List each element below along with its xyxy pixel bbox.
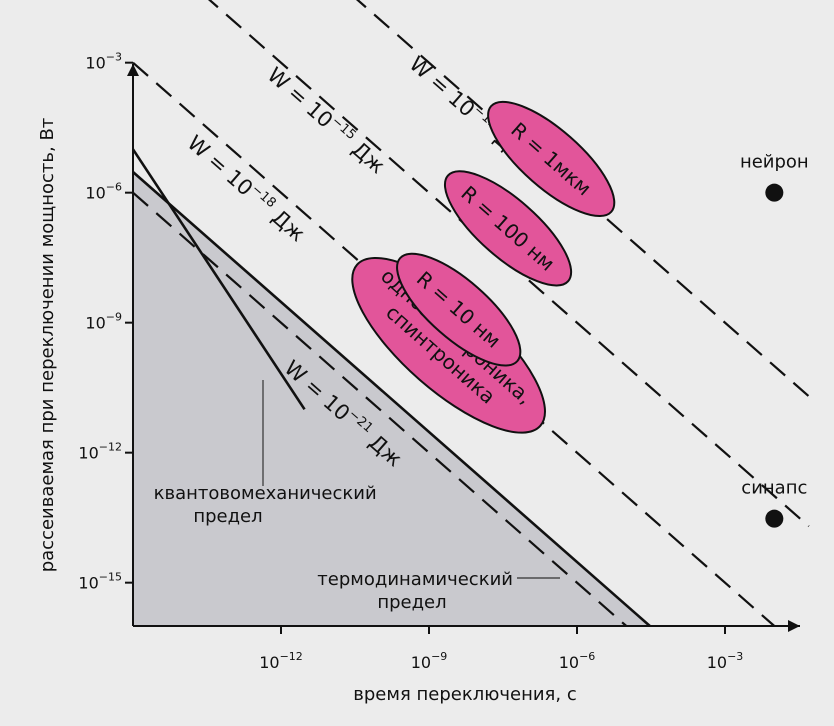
y-tick-label-0: 10−15 xyxy=(78,571,122,593)
region-r100nm-ellipse xyxy=(443,170,573,287)
x-tick-label-3: 10−3 xyxy=(707,650,744,672)
y-tick-label-3: 10−6 xyxy=(85,181,122,203)
y-tick-label-2-exponent: −9 xyxy=(106,311,122,324)
x-tick-label-3-base: 10 xyxy=(707,653,727,672)
x-tick-label-1: 10−9 xyxy=(411,650,448,672)
y-tick-label-1-exponent: −12 xyxy=(99,441,122,454)
y-tick-label-4-base: 10 xyxy=(85,54,105,73)
quantum-limit-label-line2: предел xyxy=(193,506,262,527)
x-tick-label-2: 10−6 xyxy=(559,650,596,672)
x-axis-label: время переключения, с xyxy=(353,684,576,705)
y-tick-label-3-base: 10 xyxy=(85,184,105,203)
energy-line-w21 xyxy=(132,191,628,627)
quantum-limit-label-line1: квантовомеханический xyxy=(154,483,377,504)
quantum-limit-label: квантовомеханический предел xyxy=(154,483,383,527)
thermodynamic-limit-label-line2: предел xyxy=(377,592,446,613)
y-tick-label-2: 10−9 xyxy=(85,311,122,333)
x-tick-label-2-base: 10 xyxy=(559,653,579,672)
thermodynamic-limit-label: термодинамический предел xyxy=(317,569,518,613)
x-tick-label-0: 10−12 xyxy=(259,650,303,672)
y-tick-label-0-base: 10 xyxy=(78,574,98,593)
thermodynamic-limit-line xyxy=(132,171,651,627)
y-tick-label-0-exponent: −15 xyxy=(99,571,122,584)
region-r10nm-ellipse xyxy=(396,252,522,367)
y-tick-label-3-exponent: −6 xyxy=(106,181,122,194)
x-tick-label-1-exponent: −9 xyxy=(431,650,447,663)
y-tick-label-4: 10−3 xyxy=(85,51,122,73)
point-1 xyxy=(765,509,784,528)
x-axis-arrow xyxy=(788,620,800,632)
energy-line-w18 xyxy=(132,61,776,627)
y-tick-label-4-exponent: −3 xyxy=(106,51,122,64)
x-tick-label-3-exponent: −3 xyxy=(727,650,743,663)
point-0 xyxy=(765,183,784,202)
point-label-0: нейрон xyxy=(740,152,809,173)
y-axis-label: рассеиваемая при переключении мощность, … xyxy=(37,118,58,573)
region-r1mkm-ellipse xyxy=(487,100,616,218)
plot-layer: W = 10−21 ДжW = 10−18 ДжW = 10−15 ДжW = … xyxy=(78,0,810,672)
thermodynamic-limit-label-line1: термодинамический xyxy=(317,569,513,590)
y-tick-label-2-base: 10 xyxy=(85,314,105,333)
y-axis-arrow xyxy=(127,64,139,76)
y-tick-label-1: 10−12 xyxy=(78,441,122,463)
x-tick-label-1-base: 10 xyxy=(411,653,431,672)
x-tick-label-2-exponent: −6 xyxy=(579,650,595,663)
x-tick-label-0-exponent: −12 xyxy=(280,650,303,663)
quantum-limit-line xyxy=(131,148,306,411)
y-tick-label-1-base: 10 xyxy=(78,444,98,463)
x-tick-label-0-base: 10 xyxy=(259,653,279,672)
point-label-1: синапс xyxy=(741,478,807,499)
